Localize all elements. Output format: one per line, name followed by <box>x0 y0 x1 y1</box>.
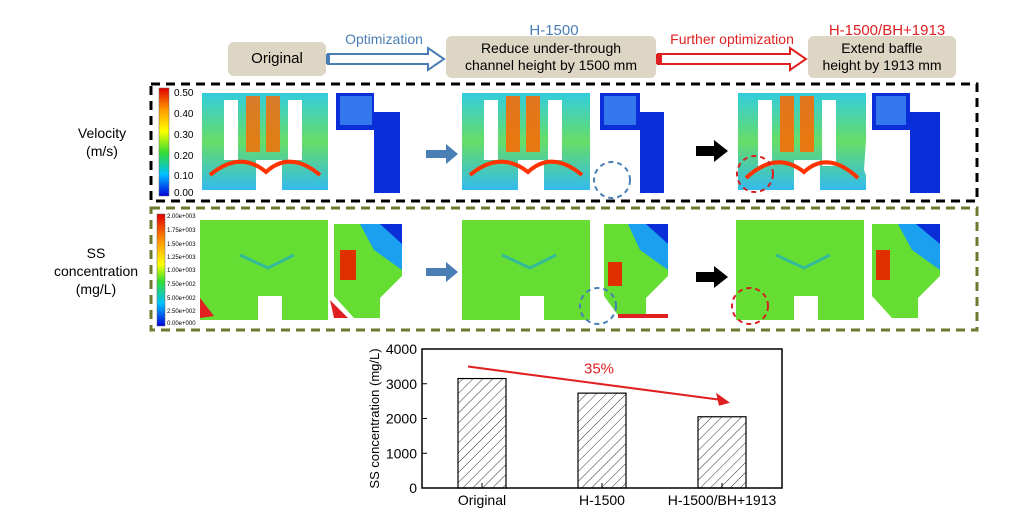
reduction-annotation: 35% <box>584 361 614 378</box>
flow-arrows <box>326 46 808 72</box>
velocity-tick-2: 0.30 <box>174 130 194 141</box>
velocity-panel-original <box>202 93 400 193</box>
ss-tick-5: 7.50e+002 <box>167 282 196 288</box>
h1500-title: H-1500 <box>529 22 579 39</box>
ss-frame <box>149 206 979 332</box>
ss-tick-2: 1.50e+003 <box>167 242 196 248</box>
ss-panel-h1500 <box>462 220 668 325</box>
bh-box: Extend baffle height by 1913 mm <box>808 36 956 78</box>
velocity-arrow-1 <box>426 144 458 164</box>
x-tick-label: H-1500/BH+1913 <box>668 492 777 508</box>
ss-tick-6: 5.00e+002 <box>167 296 196 302</box>
x-tick-label: H-1500 <box>579 492 625 508</box>
velocity-label-line1: Velocity <box>77 125 127 141</box>
ss-tick-8: 0.00e+000 <box>167 321 196 327</box>
y-tick-label: 4000 <box>386 341 417 357</box>
velocity-arrow-2 <box>696 140 728 162</box>
bh-box-line1: Extend baffle <box>841 40 923 56</box>
bh-velocity-highlight <box>736 155 774 193</box>
optimization-arrow <box>327 46 446 72</box>
ss-tick-7: 2.50e+002 <box>167 309 196 315</box>
ss-arrow-2 <box>696 266 728 288</box>
velocity-tick-5: 0.00 <box>174 188 194 199</box>
h1500-box: Reduce under-through channel height by 1… <box>446 36 656 78</box>
ss-arrow-1 <box>426 262 458 282</box>
further-optimization-label: Further optimization <box>670 31 794 47</box>
ss-colorbar <box>156 213 166 327</box>
velocity-tick-0: 0.50 <box>174 88 194 99</box>
velocity-colorbar <box>158 87 170 197</box>
velocity-frame <box>149 82 979 203</box>
x-tick-label: Original <box>458 492 506 508</box>
h1500-ss-highlight <box>579 287 617 325</box>
ss-label-line2: concentration <box>53 263 139 279</box>
trend-arrow <box>467 365 721 401</box>
h1500-velocity-highlight <box>593 161 631 199</box>
y-tick-label: 2000 <box>386 411 417 427</box>
ss-label-line3: (mg/L) <box>75 281 117 297</box>
bar <box>577 392 627 489</box>
y-tick-label: 0 <box>409 480 417 496</box>
ss-panel-original <box>200 220 402 320</box>
further-optimization-arrow-tail <box>656 54 662 64</box>
y-tick-label: 1000 <box>386 445 417 461</box>
ss-label-line1: SS <box>86 245 106 261</box>
optimization-arrow-tail <box>326 54 330 64</box>
velocity-panel-h1500 <box>462 93 664 199</box>
ss-row-label: SS concentration (mg/L) <box>44 244 148 298</box>
ss-tick-1: 1.75e+003 <box>167 228 196 234</box>
bh-title: H-1500/BH+1913 <box>828 22 946 39</box>
velocity-tick-3: 0.20 <box>174 151 194 162</box>
optimization-label: Optimization <box>345 31 423 47</box>
bar-layer: 0 1000 2000 3000 4000 SS concentration (mg/L)… <box>367 341 783 508</box>
original-box: Original <box>228 42 326 76</box>
bar <box>457 377 507 489</box>
ss-panel-bh <box>731 220 940 325</box>
velocity-row-label: Velocity (m/s) <box>62 124 142 160</box>
h1500-box-line1: Reduce under-through <box>480 40 622 56</box>
original-label: Original <box>251 50 303 67</box>
y-tick-label: 3000 <box>386 376 417 392</box>
velocity-label-line2: (m/s) <box>86 143 118 159</box>
ss-tick-4: 1.00e+003 <box>167 268 196 274</box>
ss-tick-0: 2.00e+003 <box>167 214 196 220</box>
h1500-box-line2: channel height by 1500 mm <box>465 57 637 73</box>
velocity-panel-bh <box>736 93 940 193</box>
ss-tick-3: 1.25e+003 <box>167 255 196 261</box>
bh-ss-highlight <box>731 287 769 325</box>
trend-arrow-head <box>716 392 730 406</box>
further-optimization-arrow <box>657 46 808 72</box>
y-axis-label: SS concentration (mg/L) <box>367 348 382 488</box>
bar <box>697 416 747 489</box>
bh-box-line2: height by 1913 mm <box>822 57 942 73</box>
velocity-tick-4: 0.10 <box>174 171 194 182</box>
velocity-tick-1: 0.40 <box>174 109 194 120</box>
